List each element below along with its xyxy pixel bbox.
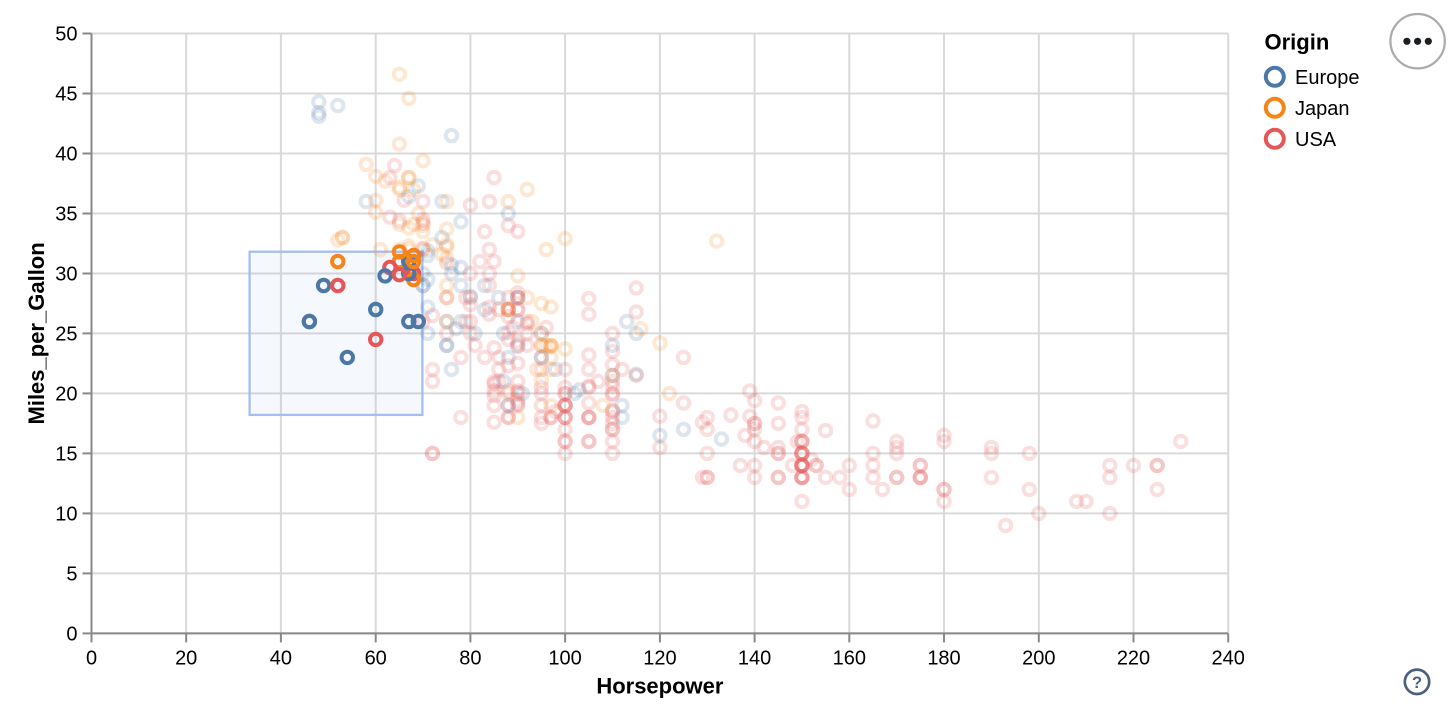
svg-text:30: 30 — [55, 264, 77, 286]
svg-text:USA: USA — [1295, 129, 1337, 151]
svg-text:40: 40 — [55, 144, 77, 166]
svg-text:50: 50 — [55, 24, 77, 46]
svg-text:15: 15 — [55, 443, 77, 465]
svg-text:60: 60 — [365, 648, 387, 670]
svg-text:120: 120 — [643, 648, 676, 670]
svg-text:45: 45 — [55, 84, 77, 106]
svg-text:40: 40 — [270, 648, 292, 670]
svg-text:35: 35 — [55, 204, 77, 226]
svg-text:160: 160 — [833, 648, 866, 670]
svg-text:100: 100 — [548, 648, 581, 670]
svg-text:Horsepower: Horsepower — [596, 674, 724, 699]
svg-text:200: 200 — [1022, 648, 1055, 670]
svg-text:25: 25 — [55, 323, 77, 345]
svg-text:Japan: Japan — [1295, 98, 1350, 120]
svg-text:140: 140 — [738, 648, 771, 670]
svg-text:0: 0 — [66, 623, 77, 645]
svg-text:?: ? — [1412, 674, 1422, 692]
svg-text:20: 20 — [55, 383, 77, 405]
svg-text:Europe: Europe — [1295, 67, 1360, 89]
svg-text:Miles_per_Gallon: Miles_per_Gallon — [24, 242, 49, 424]
svg-text:10: 10 — [55, 503, 77, 525]
svg-text:80: 80 — [459, 648, 481, 670]
svg-text:0: 0 — [86, 648, 97, 670]
svg-text:Origin: Origin — [1265, 29, 1330, 54]
svg-text:20: 20 — [175, 648, 197, 670]
svg-text:5: 5 — [66, 563, 77, 585]
svg-text:220: 220 — [1117, 648, 1150, 670]
svg-text:180: 180 — [927, 648, 960, 670]
svg-text:240: 240 — [1212, 648, 1245, 670]
